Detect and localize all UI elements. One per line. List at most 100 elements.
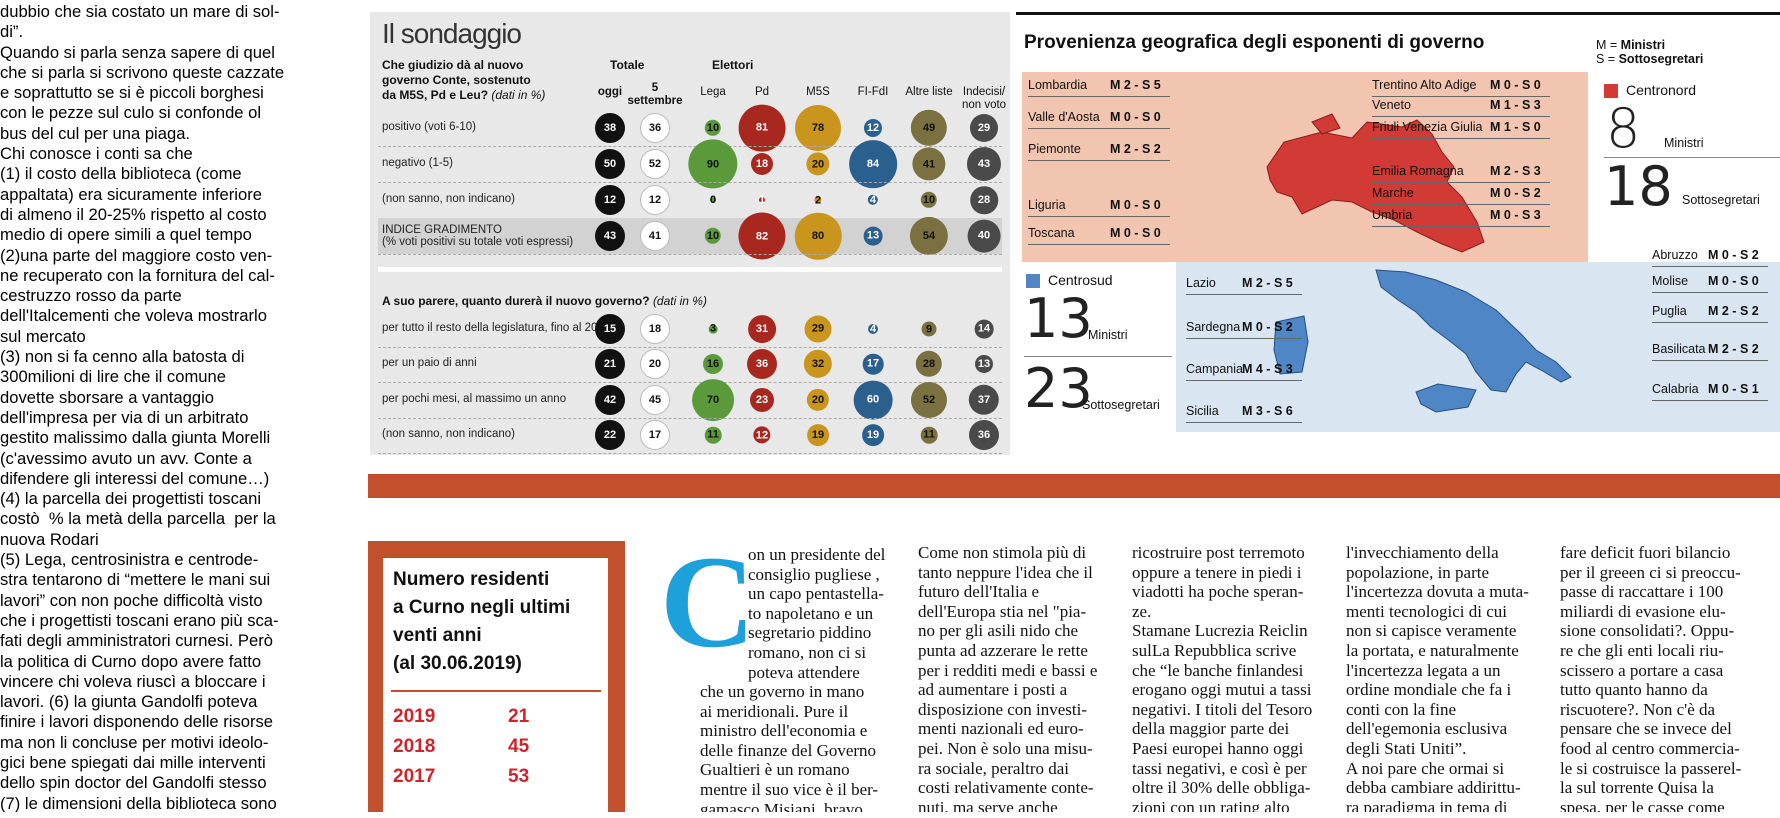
region-value: M 0 - S 0 xyxy=(1490,78,1541,92)
article-col1-indented: on un presidente del consiglio pugliese ,… xyxy=(748,545,908,814)
value-dot: 18 xyxy=(750,152,774,176)
section-divider-bar xyxy=(368,474,1780,498)
region-name: Valle d'Aosta xyxy=(1028,110,1100,124)
value-dot: 81 xyxy=(738,104,786,152)
value-dot: 19 xyxy=(862,424,884,446)
left-text-line: con le pezze sul culo si confonde ol xyxy=(0,103,262,123)
article-line: pensare che se invece del xyxy=(1560,719,1732,739)
article-col4: l'invecchiamento della popolazione, in pa… xyxy=(1346,543,1552,812)
value-dot: 28 xyxy=(915,350,943,378)
centrosud-legend xyxy=(1022,262,1176,432)
region-entry: Lombardia M 2 - S 5 xyxy=(1028,78,1161,92)
left-text-line: la politica di Curno dopo avere fatto xyxy=(0,651,262,671)
region-name: Liguria xyxy=(1028,198,1066,212)
article-line: oltre il 30% delle obbliga- xyxy=(1132,778,1311,798)
article-line: ra paradigma in tema di xyxy=(1346,797,1508,812)
region-entry: Valle d'Aosta M 0 - S 0 xyxy=(1028,110,1161,124)
region-value: M 0 - S 0 xyxy=(1708,274,1759,288)
article-line: segretario piddino xyxy=(748,623,872,643)
left-text-line: 300milioni di lire che il comune xyxy=(0,367,226,387)
article-dropcap: C xyxy=(660,528,756,675)
row-separator xyxy=(378,347,1002,348)
region-value: M 0 - S 2 xyxy=(1708,248,1759,262)
article-line: spesa, per le casse come xyxy=(1560,797,1725,812)
article-line: ministro dell'economia e xyxy=(700,721,868,741)
article-line: debba cambiare addirittu- xyxy=(1346,778,1521,798)
left-text-line: fati degli amministratori curnesi. Però xyxy=(0,631,273,651)
article-line: dell'Europa stia nel "pia- xyxy=(918,601,1087,621)
region-name: Sardegna xyxy=(1186,320,1241,334)
left-text-line: gici bene spiegati dai mille interventi xyxy=(0,752,266,772)
value-dot: 28 xyxy=(970,186,998,214)
left-text-line: dello spin doctor del Gandolfi stesso xyxy=(0,773,267,793)
article-line: A noi pare che ormai si xyxy=(1346,758,1505,778)
region-value: M 4 - S 3 xyxy=(1242,362,1293,376)
region-name: Calabria xyxy=(1652,382,1699,396)
value-dot: 2 xyxy=(814,194,822,206)
region-rule xyxy=(1028,244,1170,245)
residents-year: 2019 xyxy=(393,706,436,727)
centronord-ministri-label: Ministri xyxy=(1664,136,1704,150)
col-header: M5S xyxy=(806,86,830,98)
article-line: conti con la fine xyxy=(1346,699,1456,719)
value-dot: 17 xyxy=(640,420,670,450)
article-line: no per gli asili nido che xyxy=(918,621,1079,641)
value-dot: 31 xyxy=(748,315,776,343)
value-dot: 4 xyxy=(867,194,879,206)
region-value: M 3 - S 6 xyxy=(1242,404,1293,418)
value-dot: 78 xyxy=(795,105,841,151)
south-italy-map xyxy=(1273,269,1572,413)
region-entry: Trentino Alto Adige M 0 - S 0 xyxy=(1372,78,1541,92)
region-entry: Friuli Venezia Giulia M 1 - S 0 xyxy=(1372,120,1541,134)
region-name: Basilicata xyxy=(1652,342,1706,356)
article-line: menti tecnologici di cui xyxy=(1346,601,1507,621)
article-line: per i redditi medi e bassi e xyxy=(918,660,1098,680)
article-line: dell'egemonia esclusiva xyxy=(1346,719,1508,739)
index-row-band xyxy=(378,218,1002,254)
article-line: to napoletano e un xyxy=(748,603,874,623)
value-dot: 52 xyxy=(910,381,948,419)
row-separator xyxy=(378,254,1002,255)
article-line: food al centro commercia- xyxy=(1560,738,1740,758)
article-line: non si capisce veramente xyxy=(1346,621,1517,641)
left-text-line: nuova Rodari xyxy=(0,529,99,549)
value-dot: 18 xyxy=(640,314,670,344)
value-dot: 22 xyxy=(595,420,625,450)
article-line: l'invecchiamento della xyxy=(1346,543,1499,562)
value-dot: 9 xyxy=(921,321,937,337)
left-text-line: (2)una parte del maggiore costo ven- xyxy=(0,245,273,265)
left-text-line: che si parla si scrivono queste cazzate xyxy=(0,62,285,82)
value-dot: 17 xyxy=(862,353,884,375)
article-line: ad aumentare i posti a xyxy=(918,680,1068,700)
region-rule xyxy=(1372,96,1550,97)
region-rule xyxy=(1186,294,1302,295)
value-dot: 12 xyxy=(753,426,771,444)
article-line: gamasco Misiani, bravo xyxy=(700,799,863,812)
left-text-line: di”. xyxy=(0,22,24,42)
article-line: Paesi europei hanno oggi xyxy=(1132,738,1304,758)
value-dot: 4 xyxy=(868,323,878,335)
region-value: M 0 - S 3 xyxy=(1490,208,1541,222)
article-line: ra sociale, peraltro dai xyxy=(918,758,1070,778)
value-dot: 10 xyxy=(704,227,722,245)
article-line: disposizione con investi- xyxy=(918,699,1088,719)
article-line: sulLa Repubblica scrive xyxy=(1132,640,1297,660)
left-text-line: (7) le dimensioni della biblioteca sono xyxy=(0,793,277,812)
region-name: Sicilia xyxy=(1186,404,1219,418)
region-rule xyxy=(1372,182,1550,183)
region-name: Umbria xyxy=(1372,208,1413,222)
region-name: Toscana xyxy=(1028,226,1075,240)
centrosud-rule xyxy=(1024,356,1172,357)
article-line: negativi. I titoli del Tesoro xyxy=(1132,699,1313,719)
left-text-line: costò % la metà della parcella per la xyxy=(0,509,276,529)
article-line: costi relativamente conte- xyxy=(918,778,1094,798)
centrosud-swatch xyxy=(1026,274,1040,288)
col-header: FI-FdI xyxy=(857,86,889,98)
article-line: le si costruisce la passerel- xyxy=(1560,758,1742,778)
value-dot: 41 xyxy=(640,221,670,251)
left-text-line: cestruzzo rosso da parte xyxy=(0,286,182,306)
value-dot: 60 xyxy=(853,380,893,420)
article-line: miliardi di evasione elu- xyxy=(1560,601,1726,621)
value-dot: 42 xyxy=(595,385,625,415)
region-value: M 2 - S 3 xyxy=(1490,164,1541,178)
